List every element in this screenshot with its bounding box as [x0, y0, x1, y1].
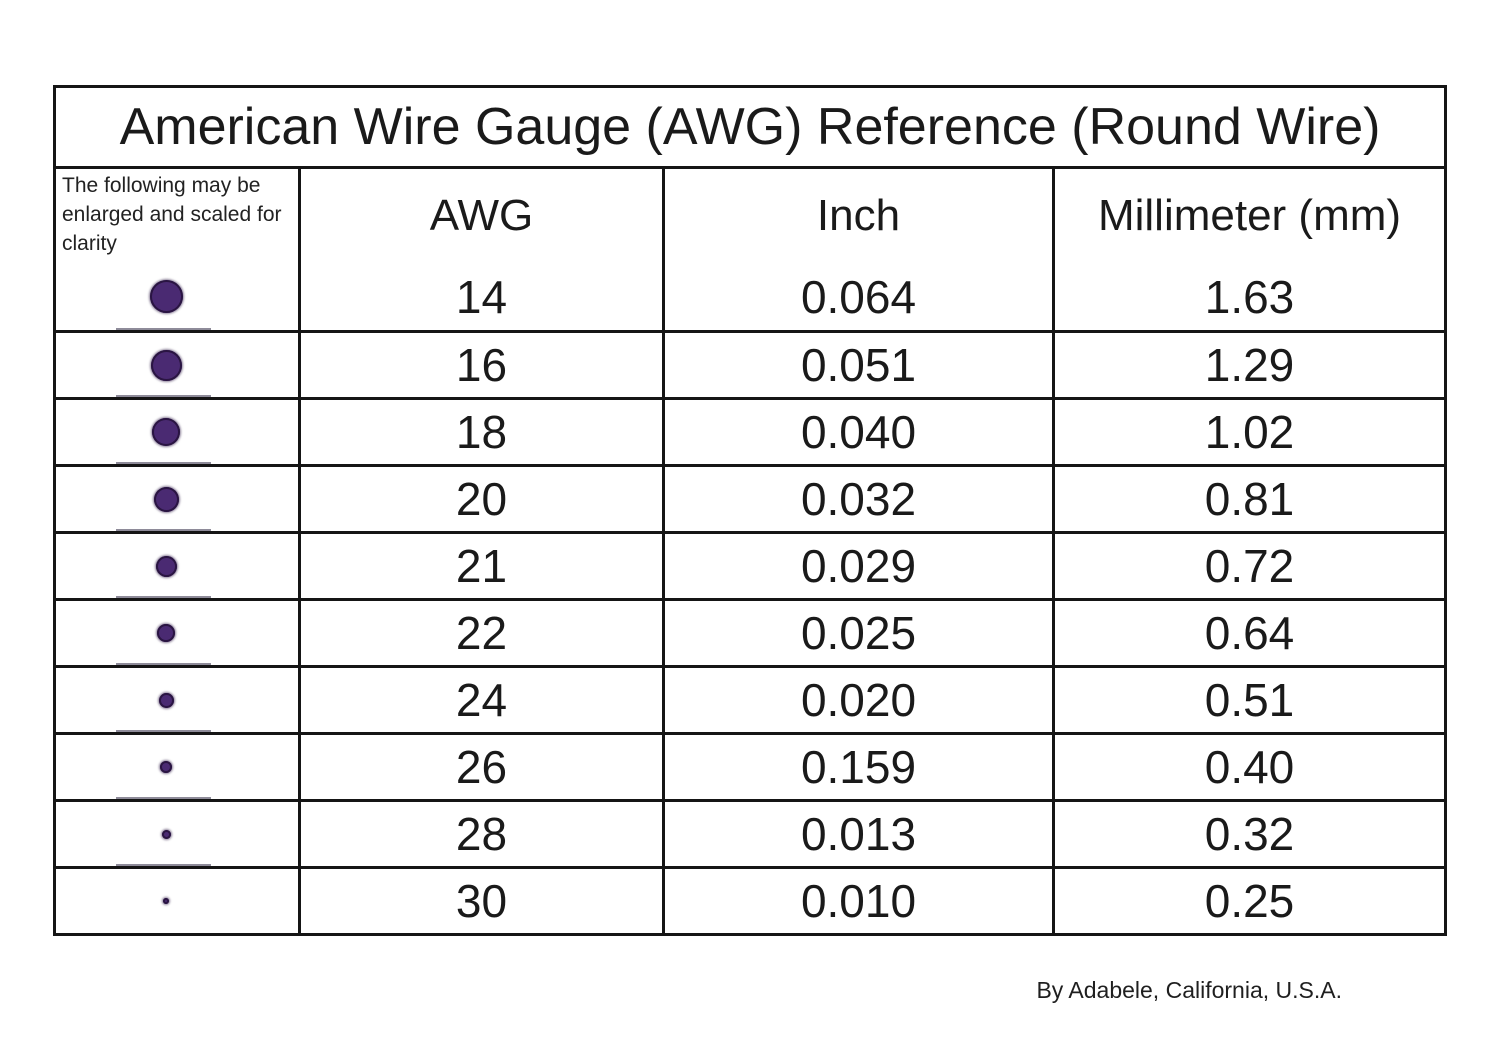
table-row: 28 0.013 0.32 [56, 799, 1444, 866]
wire-size-cell [56, 802, 298, 866]
dot-underline [116, 663, 211, 665]
table-row: 16 0.051 1.29 [56, 330, 1444, 397]
table-row: 22 0.025 0.64 [56, 598, 1444, 665]
table-row: 21 0.029 0.72 [56, 531, 1444, 598]
awg-value: 14 [298, 263, 662, 330]
inch-value: 0.029 [662, 534, 1052, 598]
inch-value: 0.013 [662, 802, 1052, 866]
dot-underline [116, 395, 211, 397]
mm-value: 0.32 [1052, 802, 1444, 866]
mm-value: 0.72 [1052, 534, 1444, 598]
inch-value: 0.040 [662, 400, 1052, 464]
table-body: 14 0.064 1.63 16 0.051 1.29 18 0.040 1.0… [56, 263, 1444, 933]
dot-underline [116, 596, 211, 598]
inch-value: 0.032 [662, 467, 1052, 531]
wire-dot [152, 418, 180, 446]
enlargement-note: The following may be enlarged and scaled… [62, 174, 282, 255]
wire-size-cell [56, 400, 298, 464]
dot-underline [116, 730, 211, 732]
table-title-row: American Wire Gauge (AWG) Reference (Rou… [56, 88, 1444, 166]
awg-value: 22 [298, 601, 662, 665]
dot-underline [116, 462, 211, 464]
awg-reference-table: American Wire Gauge (AWG) Reference (Rou… [53, 85, 1447, 936]
awg-value: 30 [298, 869, 662, 933]
wire-size-cell [56, 534, 298, 598]
dot-underline [116, 529, 211, 531]
column-header-awg: AWG [298, 169, 662, 263]
wire-dot [163, 898, 169, 904]
mm-value: 0.64 [1052, 601, 1444, 665]
credit-line: By Adabele, California, U.S.A. [1036, 977, 1342, 1003]
page-title: American Wire Gauge (AWG) Reference (Rou… [119, 98, 1381, 156]
inch-value: 0.025 [662, 601, 1052, 665]
inch-value: 0.020 [662, 668, 1052, 732]
wire-dot [150, 349, 182, 381]
dot-underline [116, 864, 211, 866]
mm-value: 0.81 [1052, 467, 1444, 531]
wire-dot [153, 486, 179, 512]
awg-value: 18 [298, 400, 662, 464]
awg-value: 28 [298, 802, 662, 866]
wire-dot [155, 555, 177, 577]
wire-dot [157, 624, 175, 642]
inch-value: 0.010 [662, 869, 1052, 933]
mm-value: 1.29 [1052, 333, 1444, 397]
awg-value: 21 [298, 534, 662, 598]
mm-value: 0.40 [1052, 735, 1444, 799]
awg-value: 16 [298, 333, 662, 397]
table-row: 30 0.010 0.25 [56, 866, 1444, 933]
awg-value: 24 [298, 668, 662, 732]
dot-underline [116, 797, 211, 799]
dot-underline [116, 328, 211, 330]
table-header-row: The following may be enlarged and scaled… [56, 166, 1444, 263]
wire-dot [158, 692, 174, 708]
table-row: 26 0.159 0.40 [56, 732, 1444, 799]
wire-dot [149, 280, 183, 313]
mm-value: 1.63 [1052, 263, 1444, 330]
inch-value: 0.051 [662, 333, 1052, 397]
awg-value: 20 [298, 467, 662, 531]
column-header-millimeter: Millimeter (mm) [1052, 169, 1444, 263]
wire-size-cell [56, 263, 298, 330]
wire-size-cell [56, 735, 298, 799]
table-row: 14 0.064 1.63 [56, 263, 1444, 330]
mm-value: 1.02 [1052, 400, 1444, 464]
wire-dot [161, 829, 171, 839]
column-header-inch: Inch [662, 169, 1052, 263]
wire-size-cell [56, 467, 298, 531]
table-row: 20 0.032 0.81 [56, 464, 1444, 531]
inch-value: 0.159 [662, 735, 1052, 799]
table-row: 18 0.040 1.02 [56, 397, 1444, 464]
wire-size-cell [56, 333, 298, 397]
wire-size-cell [56, 601, 298, 665]
table-row: 24 0.020 0.51 [56, 665, 1444, 732]
mm-value: 0.25 [1052, 869, 1444, 933]
mm-value: 0.51 [1052, 668, 1444, 732]
awg-value: 26 [298, 735, 662, 799]
wire-dot [160, 761, 172, 773]
inch-value: 0.064 [662, 263, 1052, 330]
wire-size-cell [56, 668, 298, 732]
wire-size-cell [56, 869, 298, 933]
